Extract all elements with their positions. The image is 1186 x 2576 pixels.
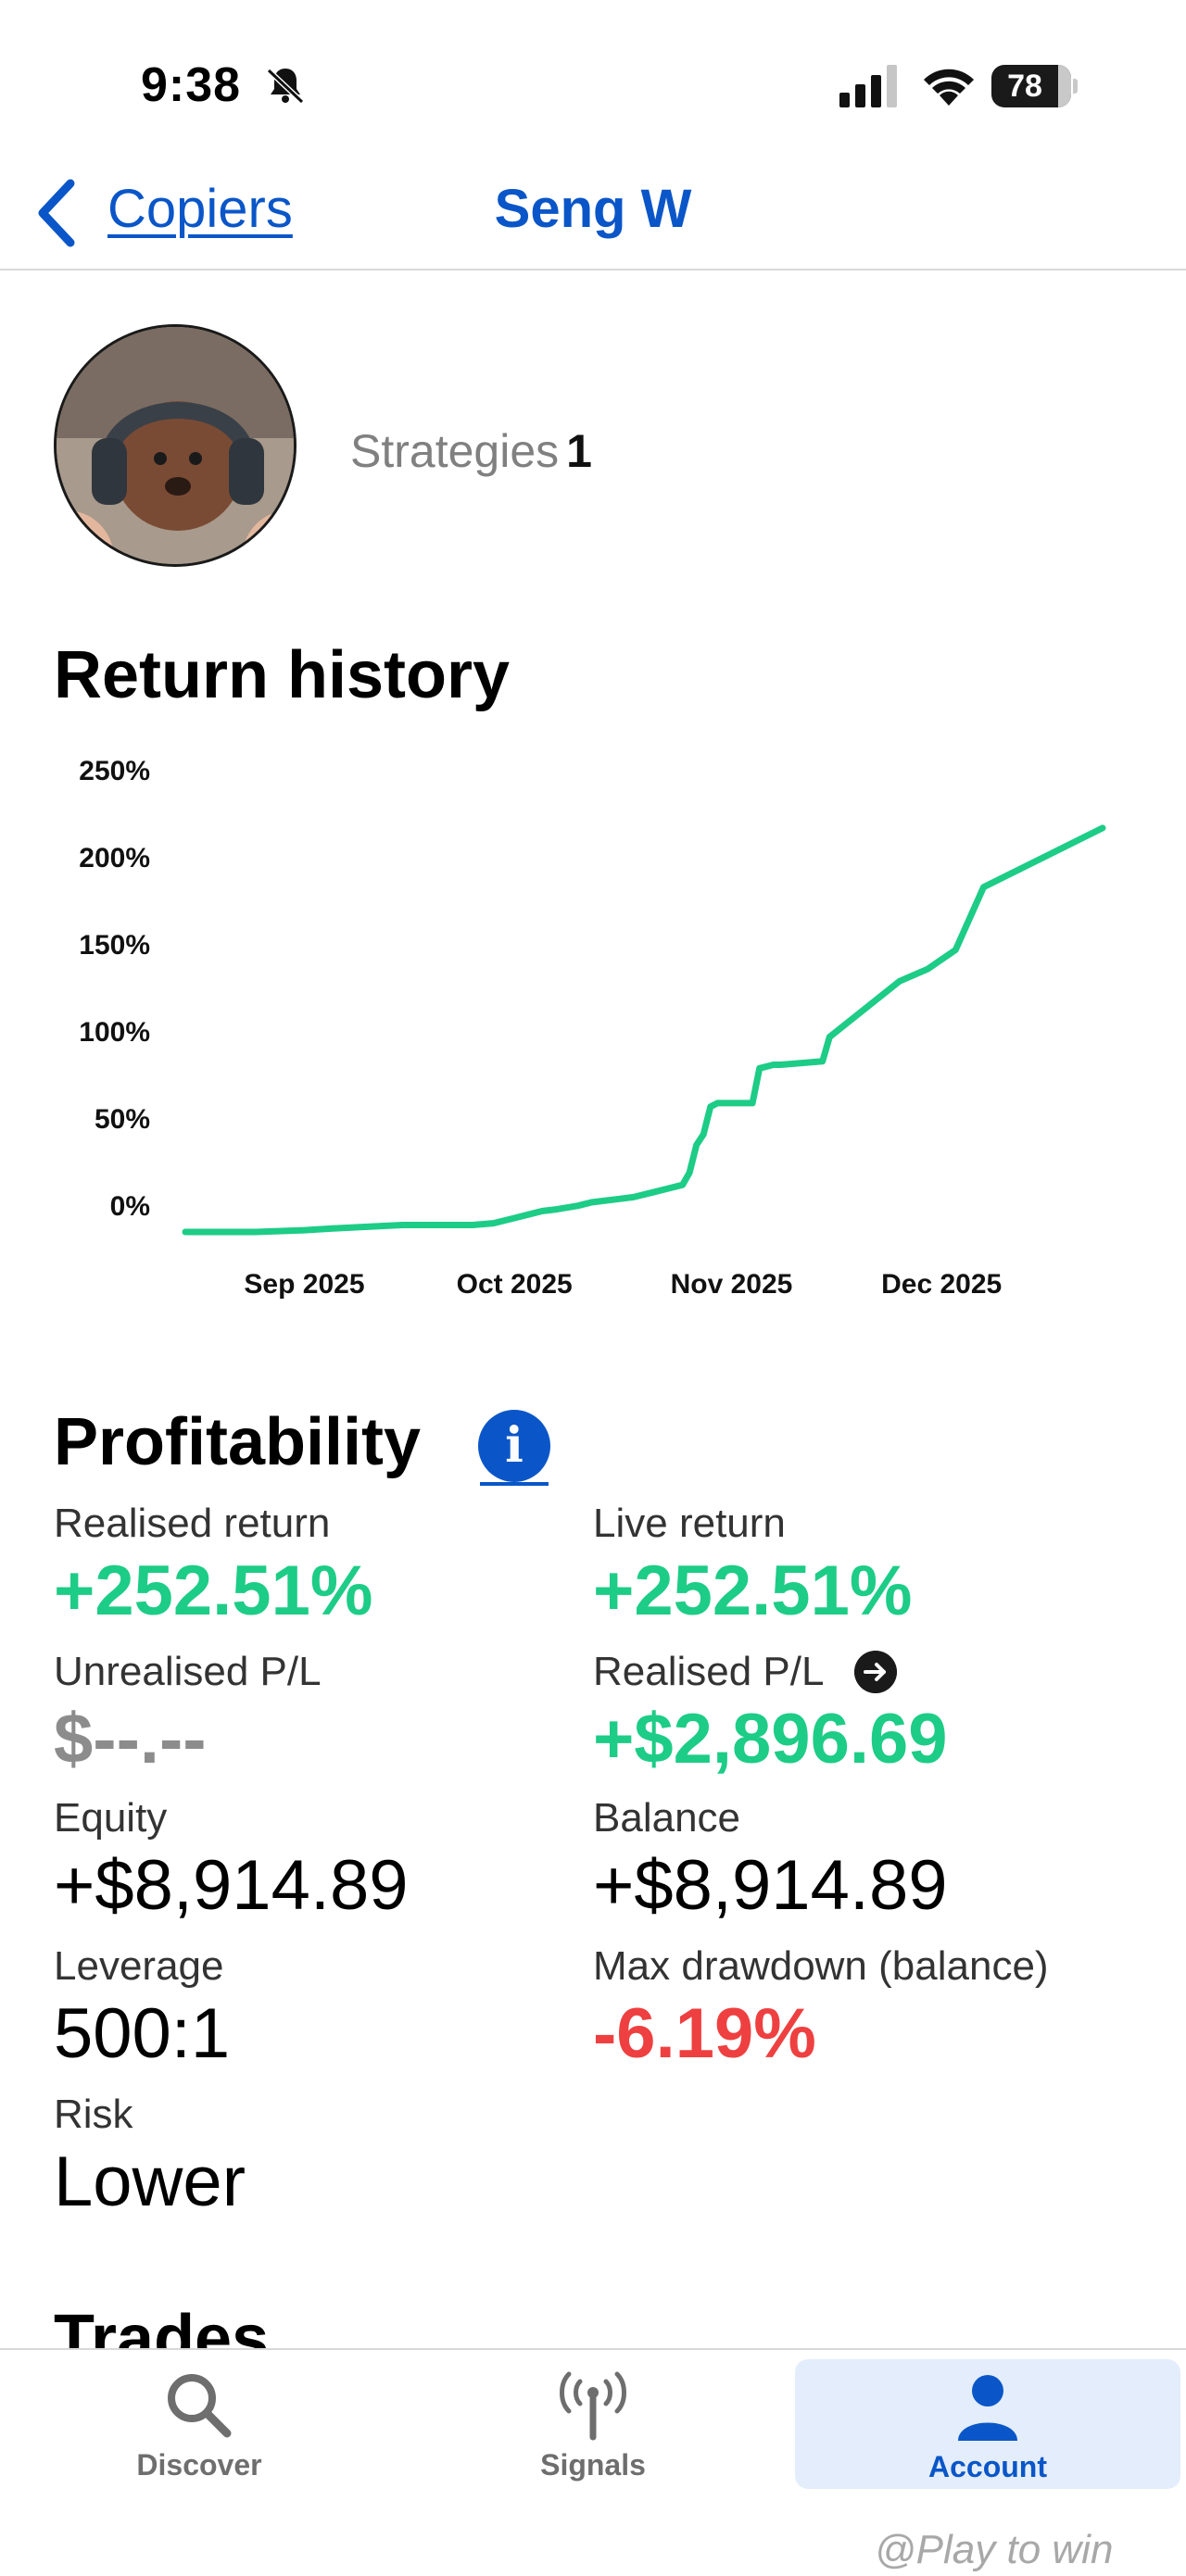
equity-value: +$8,914.89 [54,1846,409,1925]
tab-bar: Discover Signals Account [0,2348,1186,2576]
y-tick-label: 100% [79,1017,150,1048]
tab-signals-label: Signals [540,2448,646,2482]
strategies-info: Strategies 1 [350,424,592,478]
page-title: Seng W [494,179,692,239]
realised-return-label: Realised return [54,1501,331,1546]
leverage-label: Leverage [54,1943,224,1989]
strategies-label: Strategies [350,425,560,477]
battery-level: 78 [1007,69,1042,104]
back-button[interactable]: Copiers [107,179,293,239]
search-icon [168,2374,232,2438]
status-bar: 9:38 78 [0,0,1186,157]
risk-label: Risk [54,2092,133,2137]
nav-header: Copiers Seng W [0,157,1186,270]
realised-pl-label: Realised P/L [593,1649,825,1694]
live-return-label: Live return [593,1501,786,1546]
x-tick-label: Nov 2025 [671,1269,793,1300]
tab-signals[interactable]: Signals [486,2350,700,2489]
x-tick-label: Dec 2025 [881,1269,1002,1300]
battery-icon: 78 [991,65,1078,107]
tab-account[interactable]: Account [795,2359,1180,2489]
realised-return-value: +252.51% [54,1552,373,1630]
balance-value: +$8,914.89 [593,1846,948,1925]
watermark: @Play to win [875,2527,1114,2572]
person-icon [958,2375,1017,2441]
avatar [54,324,296,567]
live-return-value: +252.51% [593,1552,913,1630]
y-tick-label: 0% [110,1191,150,1222]
info-icon[interactable]: i [478,1410,550,1482]
x-tick-label: Oct 2025 [457,1269,573,1300]
arrow-right-circle-icon[interactable] [854,1651,897,1693]
wifi-icon [924,69,974,106]
unrealised-pl-label: Unrealised P/L [54,1649,322,1694]
return-line [182,824,1106,1236]
risk-value: Lower [54,2142,246,2221]
status-time: 9:38 [141,58,242,112]
strategies-count: 1 [566,425,592,477]
y-tick-label: 150% [79,930,150,961]
max-drawdown-label: Max drawdown (balance) [593,1943,1049,1989]
y-tick-label: 250% [79,756,150,786]
bell-slash-icon [266,68,305,105]
balance-label: Balance [593,1795,741,1841]
cellular-signal-icon [839,65,897,107]
tab-account-label: Account [928,2450,1047,2483]
y-tick-label: 200% [79,843,150,873]
max-drawdown-value: -6.19% [593,1994,816,2073]
equity-label: Equity [54,1795,168,1841]
tab-discover[interactable]: Discover [93,2350,306,2489]
x-tick-label: Sep 2025 [244,1269,364,1300]
antenna-icon [560,2371,626,2441]
unrealised-pl-value: $--.-- [54,1700,207,1778]
realised-pl-value: +$2,896.69 [593,1700,948,1778]
leverage-value: 500:1 [54,1994,231,2073]
return-history-title: Return history [54,638,511,712]
tab-discover-label: Discover [136,2448,262,2482]
y-tick-label: 50% [95,1104,150,1135]
profitability-title: Profitability [54,1405,422,1479]
chevron-left-icon[interactable] [33,176,80,250]
return-history-chart[interactable]: 250% 200% 150% 100% 50% 0% Sep 2025 Oct 2025 Nov… [0,741,1186,1315]
